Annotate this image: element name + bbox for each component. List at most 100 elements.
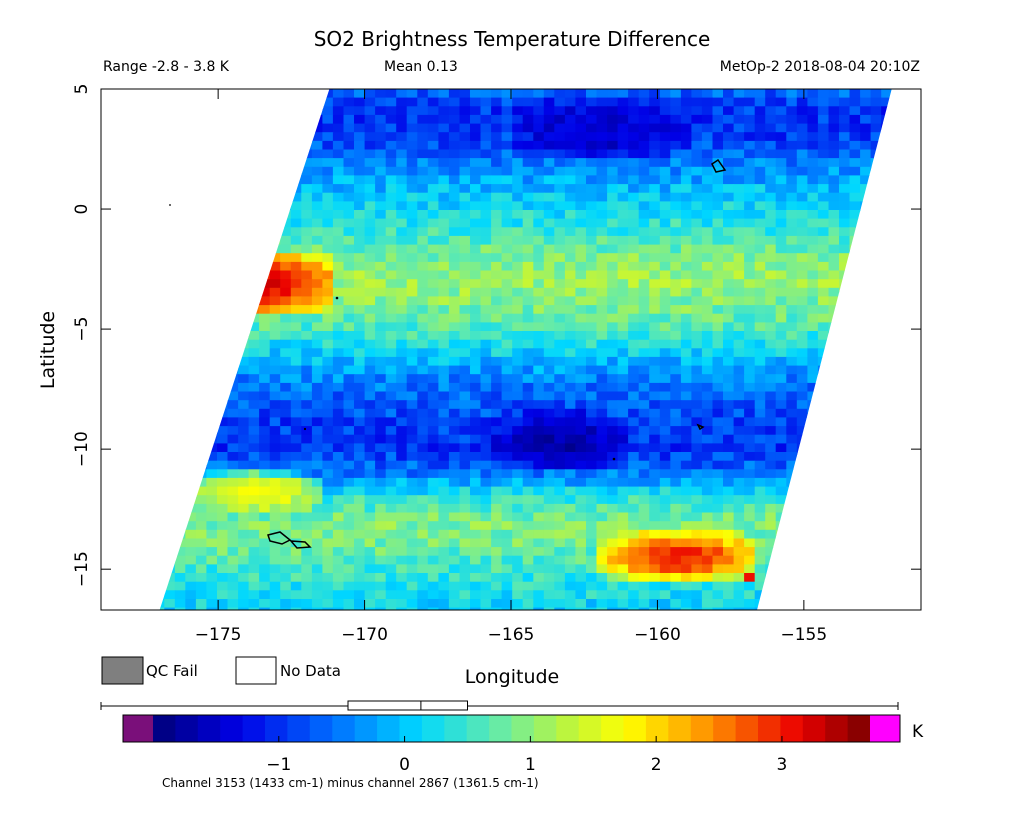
heatmap-cell: [712, 270, 724, 280]
heatmap-cell: [554, 564, 566, 574]
heatmap-cell: [533, 175, 545, 185]
heatmap-cell: [332, 313, 344, 323]
heatmap-cell: [512, 365, 524, 375]
heatmap-cell: [343, 339, 355, 349]
heatmap-cell: [195, 486, 207, 496]
heatmap-cell: [586, 305, 598, 315]
heatmap-cell: [480, 477, 492, 488]
heatmap-cell: [322, 201, 334, 211]
heatmap-cell: [470, 192, 482, 202]
heatmap-cell: [227, 114, 239, 125]
heatmap-cell: [543, 503, 555, 514]
heatmap-cell: [491, 106, 503, 116]
heatmap-cell: [259, 201, 271, 211]
heatmap-cell: [322, 166, 334, 176]
heatmap-cell: [491, 313, 503, 323]
heatmap-cell: [269, 140, 281, 151]
heatmap-cell: [195, 106, 207, 116]
heatmap-cell: [238, 555, 250, 565]
heatmap-cell: [775, 538, 787, 548]
heatmap-cell: [617, 149, 629, 159]
heatmap-cell: [575, 348, 587, 358]
heatmap-cell: [491, 322, 503, 332]
heatmap-cell: [786, 564, 798, 574]
heatmap-cell: [796, 599, 808, 609]
heatmap-cell: [849, 201, 861, 211]
heatmap-cell: [164, 339, 176, 349]
heatmap-cell: [607, 305, 619, 315]
heatmap-cell: [638, 331, 650, 341]
heatmap-cell: [680, 210, 692, 220]
heatmap-cell: [533, 512, 545, 522]
heatmap-cell: [512, 607, 524, 610]
heatmap-cell: [765, 114, 777, 125]
heatmap-cell: [354, 512, 366, 522]
heatmap-cell: [691, 339, 703, 349]
heatmap-cell: [902, 400, 913, 409]
heatmap-cell: [238, 356, 250, 367]
heatmap-cell: [290, 374, 302, 384]
heatmap-cell: [649, 227, 661, 237]
heatmap-cell: [638, 261, 650, 272]
heatmap-cell: [375, 408, 387, 418]
heatmap-cell: [670, 210, 682, 220]
heatmap-cell: [269, 382, 281, 393]
heatmap-cell: [480, 175, 492, 185]
heatmap-cell: [259, 599, 271, 609]
heatmap-cell: [375, 547, 387, 557]
heatmap-cell: [322, 132, 334, 142]
heatmap-cell: [322, 477, 334, 488]
heatmap-cell: [238, 132, 250, 142]
heatmap-cell: [259, 538, 271, 548]
heatmap-cell: [491, 555, 503, 565]
heatmap-cell: [185, 114, 197, 125]
heatmap-cell: [480, 149, 492, 159]
heatmap-cell: [723, 590, 735, 600]
heatmap-cell: [206, 503, 218, 514]
heatmap-cell: [691, 166, 703, 176]
coastline-island: [711, 158, 727, 173]
heatmap-cell: [206, 495, 218, 505]
heatmap-cell: [659, 235, 671, 246]
heatmap-cell: [512, 305, 524, 315]
heatmap-cell: [596, 287, 608, 297]
heatmap-cell: [575, 184, 587, 194]
heatmap-cell: [448, 590, 460, 600]
heatmap-cell: [902, 115, 913, 124]
heatmap-cell: [459, 287, 471, 297]
heatmap-cell: [670, 573, 682, 583]
heatmap-cell: [217, 331, 229, 341]
heatmap-cell: [723, 495, 735, 505]
heatmap-cell: [733, 521, 745, 531]
heatmap-cell: [385, 313, 397, 323]
heatmap-cell: [607, 261, 619, 272]
heatmap-cell: [744, 400, 756, 410]
heatmap-cell: [807, 235, 819, 246]
heatmap-cell: [459, 339, 471, 349]
heatmap-cell: [375, 469, 387, 479]
heatmap-cell: [343, 374, 355, 384]
heatmap-cell: [586, 244, 598, 254]
heatmap-cell: [554, 235, 566, 246]
heatmap-cell: [143, 322, 154, 331]
heatmap-cell: [670, 123, 682, 133]
heatmap-cell: [364, 443, 376, 453]
heatmap-cell: [733, 339, 745, 349]
heatmap-cell: [185, 175, 197, 185]
heatmap-cell: [607, 590, 619, 600]
heatmap-cell: [364, 331, 376, 341]
heatmap-cell: [775, 356, 787, 367]
heatmap-cell: [238, 253, 250, 263]
heatmap-cell: [607, 417, 619, 427]
heatmap-cell: [385, 261, 397, 272]
heatmap-cell: [101, 608, 112, 617]
heatmap-cell: [491, 331, 503, 341]
heatmap-cell: [174, 477, 186, 488]
heatmap-cell: [765, 140, 777, 151]
heatmap-cell: [269, 529, 281, 539]
heatmap-cell: [649, 521, 661, 531]
heatmap-cell: [680, 495, 692, 505]
heatmap-cell: [227, 140, 239, 151]
heatmap-cell: [164, 365, 176, 375]
heatmap-cell: [427, 417, 439, 427]
